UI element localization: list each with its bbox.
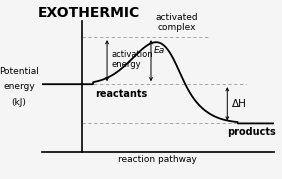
Text: energy: energy bbox=[3, 82, 35, 91]
Text: Ea: Ea bbox=[153, 46, 164, 55]
X-axis label: reaction pathway: reaction pathway bbox=[118, 155, 197, 164]
Text: EXOTHERMIC: EXOTHERMIC bbox=[38, 6, 140, 20]
Text: ΔH: ΔH bbox=[232, 99, 247, 109]
Text: products: products bbox=[227, 127, 276, 137]
Text: Potential: Potential bbox=[0, 67, 39, 76]
Text: activation
energy: activation energy bbox=[112, 50, 153, 69]
Text: reactants: reactants bbox=[96, 89, 148, 99]
Text: (kJ): (kJ) bbox=[12, 98, 27, 107]
Text: activated
complex: activated complex bbox=[155, 13, 198, 32]
